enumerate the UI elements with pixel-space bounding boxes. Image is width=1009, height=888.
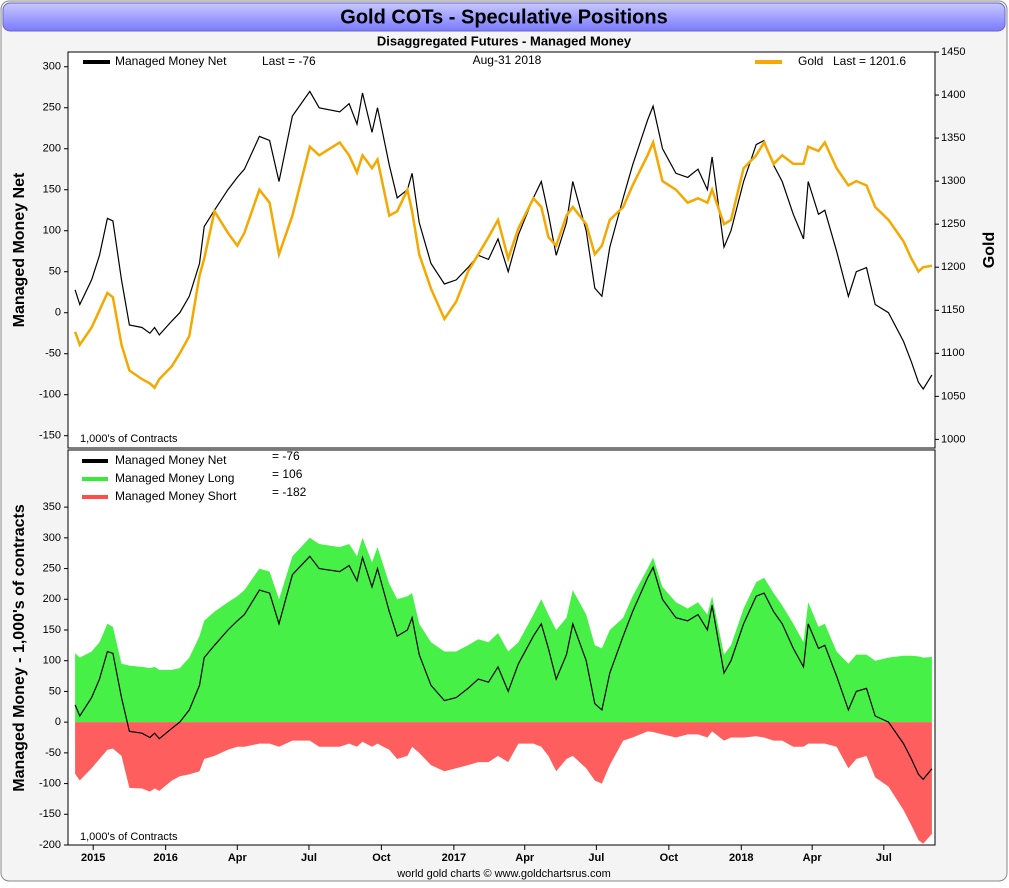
- note: 1,000's of Contracts: [80, 831, 178, 843]
- y-tick-label: -150: [39, 430, 61, 442]
- source: world gold charts © www.goldchartsrus.co…: [396, 868, 611, 880]
- legend-value: Last = 1201.6: [833, 54, 906, 68]
- y-tick-label: -100: [39, 777, 61, 789]
- y-tick-label: 300: [43, 61, 61, 73]
- title-bar: [2, 2, 1006, 32]
- date-label: Aug-31 2018: [473, 53, 542, 67]
- x-tick-label: 2017: [442, 852, 466, 864]
- y2-tick-label: 1250: [941, 218, 965, 230]
- x-tick-label: Apr: [803, 852, 823, 864]
- y2-tick-label: 1400: [941, 89, 965, 101]
- y-tick-label: 350: [43, 501, 61, 513]
- legend-value: = -76: [272, 449, 300, 463]
- x-tick-label: 2018: [729, 852, 753, 864]
- x-tick-label: Apr: [228, 852, 248, 864]
- line: [74, 90, 933, 391]
- y2-axis-label: Gold: [981, 232, 998, 268]
- legend-label: Managed Money Net: [115, 54, 227, 68]
- y2-tick-label: 1200: [941, 261, 965, 273]
- legend-label: Managed Money Short: [115, 489, 237, 503]
- x-tick-label: Jul: [301, 852, 317, 864]
- x-tick-label: Jul: [876, 852, 892, 864]
- area: [75, 722, 932, 844]
- y-tick-label: 150: [43, 624, 61, 636]
- y2-tick-label: 1300: [941, 175, 965, 187]
- x-tick-label: Jul: [588, 852, 604, 864]
- x-tick-label: Oct: [372, 852, 391, 864]
- y-tick-label: 200: [43, 143, 61, 155]
- legend-label: Gold: [798, 54, 823, 68]
- x-tick-label: Oct: [660, 852, 679, 864]
- y2-tick-label: 1000: [941, 433, 965, 445]
- y-tick-label: 150: [43, 184, 61, 196]
- legend-value: = -182: [272, 485, 307, 499]
- y2-tick-label: 1350: [941, 132, 965, 144]
- y-tick-label: 100: [43, 655, 61, 667]
- x-tick-label: 2015: [81, 852, 105, 864]
- y2-tick-label: 1150: [941, 304, 965, 316]
- y-tick-label: -100: [39, 389, 61, 401]
- y-tick-label: 0: [55, 307, 61, 319]
- y-tick-label: -50: [45, 348, 61, 360]
- y-tick-label: 100: [43, 225, 61, 237]
- x-tick-label: Apr: [515, 852, 535, 864]
- line: [73, 138, 933, 390]
- y-tick-label: 50: [49, 266, 61, 278]
- y-tick-label: 50: [49, 685, 61, 697]
- y-tick-label: -200: [39, 839, 61, 851]
- y-tick-label: -150: [39, 808, 61, 820]
- y-tick-label: 300: [43, 532, 61, 544]
- legend-value: Last = -76: [262, 54, 316, 68]
- legend-value: = 106: [272, 467, 303, 481]
- legend-label: Managed Money Net: [115, 453, 227, 467]
- legend-label: Managed Money Long: [115, 471, 234, 485]
- y-tick-label: 250: [43, 562, 61, 574]
- y2-tick-label: 1050: [941, 390, 965, 402]
- line: [74, 555, 933, 781]
- y-tick-label: 200: [43, 593, 61, 605]
- y2-tick-label: 1100: [941, 347, 965, 359]
- y-axis-label: Managed Money Net: [11, 172, 28, 327]
- x-tick-label: 2016: [153, 852, 177, 864]
- y2-tick-label: 1450: [941, 46, 965, 58]
- y-tick-label: 250: [43, 102, 61, 114]
- y-tick-label: -50: [45, 747, 61, 759]
- y-axis-label: Managed Money - 1,000's of contracts: [11, 504, 28, 792]
- subtitle: Disaggregated Futures - Managed Money: [377, 33, 632, 48]
- y-tick-label: 0: [55, 716, 61, 728]
- chart-title: Gold COTs - Speculative Positions: [340, 6, 667, 28]
- note: 1,000's of Contracts: [80, 433, 178, 445]
